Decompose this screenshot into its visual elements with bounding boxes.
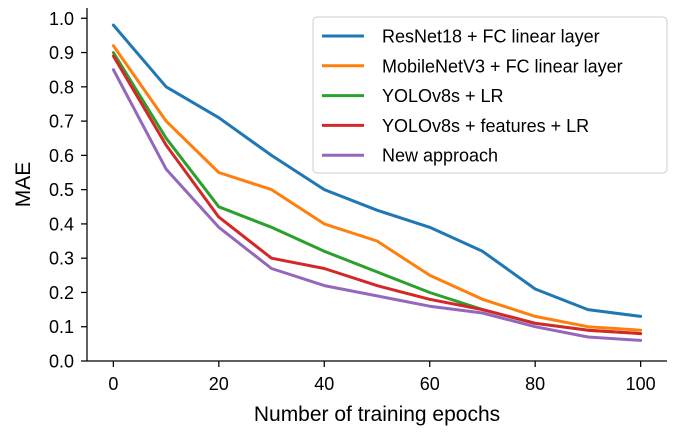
x-tick-label: 60	[420, 374, 440, 394]
x-tick-label: 20	[209, 374, 229, 394]
series-line-resnet18-fc-linear-layer	[111, 23, 643, 318]
legend: ResNet18 + FC linear layer MobileNetV3 + …	[312, 16, 668, 174]
x-axis-title: Number of training epochs	[254, 403, 500, 426]
y-tick-label: 0.4	[49, 214, 74, 234]
y-tick-label: 0.9	[49, 43, 74, 63]
x-tick-label: 0	[108, 374, 118, 394]
y-tick-label: 0.3	[49, 249, 74, 269]
y-tick-label: 0.1	[49, 317, 74, 337]
series-line-yolov8s-features-lr	[111, 54, 643, 336]
y-tick-label: 0.7	[49, 112, 74, 132]
y-ticks: 0.0 0.1 0.2 0.3 0.4 0.5 0.6 0.7 0.8 0.9 1.0	[49, 9, 87, 372]
x-tick-label: 40	[314, 374, 334, 394]
series-line-mobilenetv3-fc-linear-layer	[111, 44, 643, 332]
series-line-new-approach	[111, 68, 643, 342]
y-tick-label: 0.0	[49, 352, 74, 372]
y-tick-label: 0.6	[49, 146, 74, 166]
plot-area	[111, 23, 643, 342]
x-tick-label: 100	[626, 374, 656, 394]
x-ticks: 0 20 40 60 80 100	[108, 361, 656, 394]
axes	[86, 8, 667, 362]
y-tick-label: 1.0	[49, 9, 74, 29]
legend-label: YOLOv8s + features + LR	[382, 116, 589, 136]
legend-label: New approach	[382, 146, 498, 166]
y-axis-title: MAE	[12, 162, 35, 208]
y-tick-label: 0.5	[49, 180, 74, 200]
y-tick-label: 0.2	[49, 283, 74, 303]
legend-label: MobileNetV3 + FC linear layer	[382, 56, 623, 76]
y-tick-label: 0.8	[49, 77, 74, 97]
legend-label: YOLOv8s + LR	[382, 86, 504, 106]
x-tick-label: 80	[525, 374, 545, 394]
legend-frame	[312, 16, 668, 174]
legend-label: ResNet18 + FC linear layer	[382, 27, 600, 47]
